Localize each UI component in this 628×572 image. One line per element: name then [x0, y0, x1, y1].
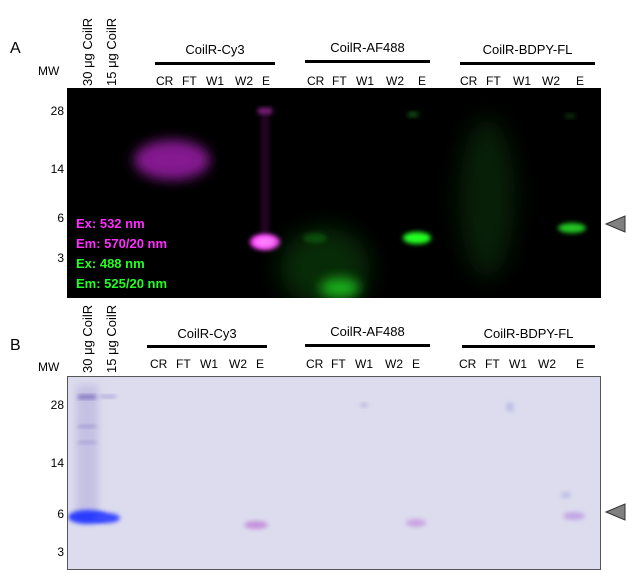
- panel-a-mw-label: MW: [38, 64, 60, 78]
- panel-a-lane-bdpy-w1: W1: [513, 74, 531, 88]
- af488-e-band: [403, 232, 431, 244]
- panel-a-group-cy3-line: [155, 62, 275, 65]
- panel-b-lane-bdpy-ft: FT: [485, 357, 500, 371]
- std30-band-28: [78, 395, 96, 399]
- panel-a-lane-bdpy-cr: CR: [460, 74, 478, 88]
- bdpy-e-speck: [561, 492, 571, 498]
- panel-b-lane-af488-e: E: [412, 357, 421, 371]
- panel-b-lane-af488-w1: W1: [355, 357, 373, 371]
- cy3-e-band-top: [258, 108, 272, 114]
- panel-b-group-cy3: CoilR-Cy3: [177, 326, 237, 341]
- panel-b-group-af488-line: [305, 344, 430, 347]
- panel-a-label: A: [10, 40, 21, 57]
- af488-e-coomassie-band: [406, 519, 426, 527]
- std15-band-28: [100, 395, 116, 398]
- panel-b-lane-bdpy-e: E: [576, 357, 585, 371]
- panel-a-mw-28: 28: [50, 104, 64, 118]
- panel-a-lane-cy3-w1: W1: [206, 74, 224, 88]
- bdpy-w1-speck: [506, 402, 514, 412]
- panel-a-group-bdpy: CoilR-BDPY-FL: [482, 42, 573, 57]
- panel-b-coomassie-gel: [67, 376, 601, 570]
- panel-b-lane-cy3-w1: W1: [200, 357, 218, 371]
- panel-a-fluorescence-gel: [67, 88, 601, 298]
- af488-ft-spot: [320, 278, 360, 298]
- std30-band-20: [78, 425, 96, 428]
- panel-a-group-af488: CoilR-AF488: [330, 40, 405, 55]
- panel-a-lane-af488-e: E: [418, 74, 427, 88]
- panel-a-lane-cy3-e: E: [262, 74, 271, 88]
- panel-b-lane-bdpy-w1: W1: [509, 357, 527, 371]
- bdpy-smear: [459, 118, 515, 278]
- panel-a-lane-bdpy-w2: W2: [542, 74, 560, 88]
- panel-b-lane-cy3-cr: CR: [150, 357, 168, 371]
- panel-b-mw-3: 3: [57, 545, 64, 559]
- panel-b-lane-af488-ft: FT: [331, 357, 346, 371]
- panel-b-lane-af488-cr: CR: [306, 357, 324, 371]
- panel-b-group-cy3-line: [147, 345, 267, 348]
- panel-a-group-af488-line: [305, 60, 430, 63]
- panel-a-mw-14: 14: [50, 162, 64, 176]
- panel-a-mw-6: 6: [57, 211, 64, 225]
- panel-b-arrowhead-icon: [604, 503, 626, 521]
- panel-a-std-lane-15ug: 15 μg CoilR: [104, 17, 119, 86]
- panel-b-lane-bdpy-w2: W2: [538, 357, 556, 371]
- panel-a-lane-cy3-ft: FT: [182, 74, 197, 88]
- panel-b-group-bdpy-line: [462, 345, 595, 348]
- panel-b-gel-image: [68, 385, 585, 529]
- panel-b-lane-af488-w2: W2: [385, 357, 403, 371]
- af488-e-faint-top: [360, 403, 368, 407]
- cy3-e-streak: [261, 113, 269, 233]
- panel-a-mw-3: 3: [57, 251, 64, 265]
- panel-a-lane-af488-ft: FT: [332, 74, 347, 88]
- bdpy-e-coomassie-band: [563, 512, 585, 520]
- panel-a-lane-af488-w1: W1: [356, 74, 374, 88]
- panel-b-lane-cy3-w2: W2: [229, 357, 247, 371]
- panel-b-lane-cy3-ft: FT: [176, 357, 191, 371]
- std30-lane-smear: [76, 385, 98, 515]
- std30-band-16: [78, 441, 96, 444]
- panel-b-lane-cy3-e: E: [256, 357, 265, 371]
- panel-a-lane-cy3-cr: CR: [156, 74, 174, 88]
- panel-a-group-cy3: CoilR-Cy3: [185, 42, 245, 57]
- panel-a-lane-af488-cr: CR: [307, 74, 325, 88]
- panel-b-mw-label: MW: [38, 360, 60, 374]
- panel-a-legend-em-525: Em: 525/20 nm: [76, 276, 168, 291]
- panel-b-std-lane-30ug: 30 μg CoilR: [80, 304, 95, 373]
- panel-a-group-bdpy-line: [460, 62, 595, 65]
- panel-a-std-lane-30ug: 30 μg CoilR: [80, 17, 95, 86]
- bdpy-e-band: [558, 223, 586, 233]
- panel-b-std-lane-15ug: 15 μg CoilR: [104, 304, 119, 373]
- panel-b-group-af488: CoilR-AF488: [330, 324, 405, 339]
- panel-b-mw-14: 14: [50, 456, 64, 470]
- panel-b-mw-6: 6: [57, 507, 64, 521]
- std15-main-band: [94, 513, 120, 523]
- panel-a-lane-bdpy-e: E: [576, 74, 585, 88]
- af488-cr-faint: [303, 233, 327, 243]
- panel-a-gel-image: [134, 108, 586, 298]
- panel-a-legend-ex-532: Ex: 532 nm: [76, 216, 145, 231]
- panel-a-arrowhead-icon: [604, 215, 626, 233]
- panel-a-lane-af488-w2: W2: [386, 74, 404, 88]
- panel-a-legend-ex-488: Ex: 488 nm: [76, 256, 145, 271]
- panel-a-legend-em-570: Em: 570/20 nm: [76, 236, 168, 251]
- bdpy-e-band-top: [565, 114, 575, 118]
- panel-a-lane-bdpy-ft: FT: [486, 74, 501, 88]
- af488-e-band-top: [408, 112, 418, 117]
- panel-a-lane-cy3-w2: W2: [235, 74, 253, 88]
- panel-b-mw-28: 28: [50, 398, 64, 412]
- cy3-smear: [134, 140, 210, 180]
- cy3-e-coomassie-band: [244, 521, 268, 529]
- panel-b-group-bdpy: CoilR-BDPY-FL: [483, 326, 574, 341]
- panel-b-lane-bdpy-cr: CR: [459, 357, 477, 371]
- cy3-e-band-core: [255, 237, 275, 247]
- panel-b-label: B: [10, 337, 21, 354]
